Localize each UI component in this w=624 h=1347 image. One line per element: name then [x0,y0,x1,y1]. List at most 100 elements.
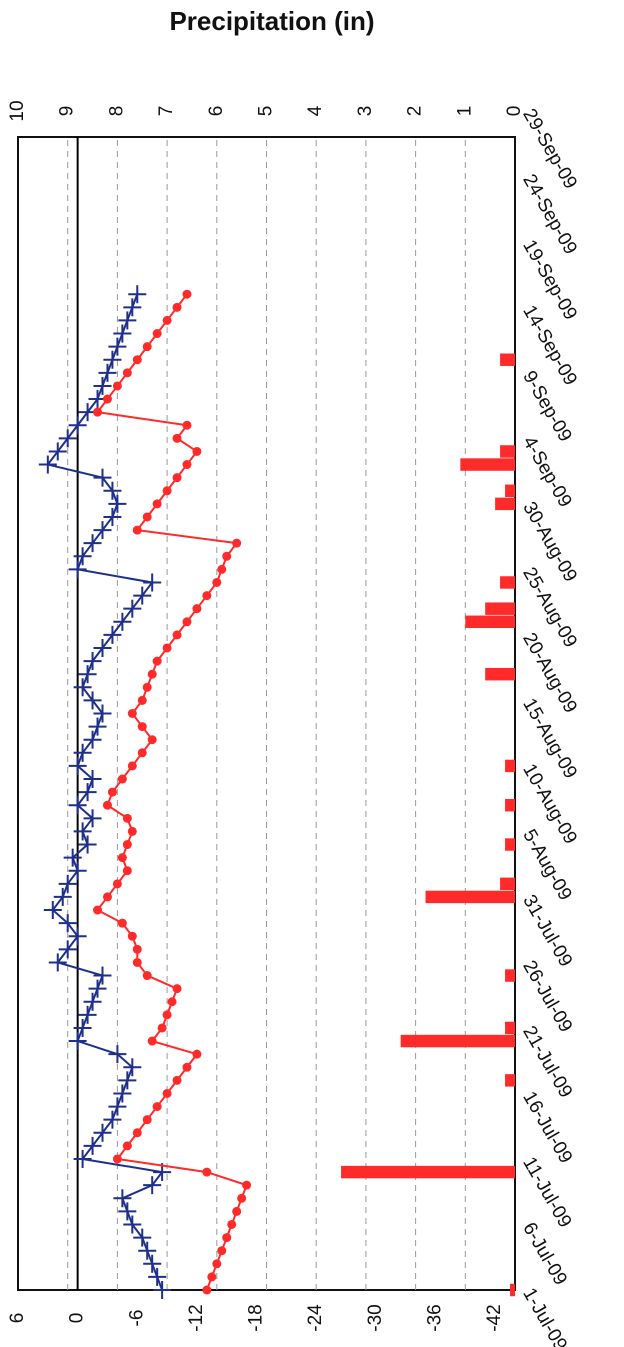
red-dot-marker [172,433,182,443]
red-dot-marker [147,669,157,679]
red-dot-marker [152,1102,162,1112]
red-dot-marker [172,630,182,640]
red-dot-marker [207,1272,217,1282]
red-dot-marker [182,1062,192,1072]
red-dot-marker [127,761,137,771]
x-date-label: 4-Sep-09 [518,433,575,511]
red-dot-marker [117,774,127,784]
red-dot-marker [132,355,142,365]
red-dot-marker [142,342,152,352]
rotated-chart-group [17,136,516,1299]
red-dot-marker [237,1193,247,1203]
y1-tick-label: 6 [7,1313,28,1324]
red-dot-marker [182,460,192,470]
red-dot-marker [152,329,162,339]
red-dot-marker [102,892,112,902]
precip-bar [495,497,515,511]
precip-bar [505,798,515,812]
x-date-label: 11-Jul-09 [518,1153,575,1231]
precip-bar [505,969,515,982]
red-dot-marker [122,840,132,850]
red-dot-marker [192,446,202,456]
red-dot-marker [107,787,117,797]
y1-tick-label: -18 [246,1304,267,1331]
red-dot-marker [157,1023,167,1033]
y1-tick-label: -42 [484,1304,505,1331]
red-dot-marker [182,420,192,430]
y1-tick-label: -24 [305,1304,326,1332]
y2-tick-label: 1 [454,106,475,117]
red-dot-marker [162,315,172,325]
red-dot-marker [242,1180,252,1190]
red-dot-marker [162,643,172,653]
y1-tick-label: -30 [365,1304,386,1331]
y2-tick-label: 0 [504,106,525,117]
red-dot-marker [222,1233,232,1243]
y2-tick-label: 5 [256,106,277,117]
precip-bar [425,890,516,904]
red-dot-marker [147,1036,157,1046]
red-dot-marker [172,473,182,483]
red-dot-marker [152,656,162,666]
precip-bar [465,615,515,629]
red-dot-marker [117,918,127,928]
x-date-label: 21-Jul-09 [518,1022,576,1101]
red-dot-marker [162,1010,172,1020]
precip-bar [505,484,515,497]
precip-bar [500,445,515,458]
y2-axis-title: Precipitation (in) [169,6,374,36]
red-dot-marker [172,984,182,994]
red-dot-marker [132,1128,142,1138]
red-dot-marker [122,1141,132,1151]
precip-bar [485,602,515,615]
red-dot-marker [132,944,142,954]
red-dot-marker [122,813,132,823]
red-dot-marker [232,538,242,548]
red-dot-marker [182,289,192,299]
red-dot-marker [212,577,222,587]
red-dot-marker [182,617,192,627]
precip-bar [500,353,515,366]
precip-bar [505,759,515,773]
precip-bar [510,1283,515,1297]
red-dot-marker [122,368,132,378]
red-dot-marker [222,551,232,561]
x-date-label: 1-Jul-09 [518,1285,571,1347]
red-dot-marker [102,394,112,404]
red-dot-marker [142,971,152,981]
y2-tick-label: 2 [405,106,426,117]
y2-tick-label: 10 [7,100,28,121]
red-dot-marker [127,826,137,836]
red-dot-marker [152,499,162,509]
red-dot-marker [217,564,227,574]
y2-tick-label: 4 [305,105,326,116]
red-dot-marker [167,997,177,1007]
red-dot-marker [162,486,172,496]
red-dot-marker [127,709,137,718]
red-dot-marker [137,722,147,732]
red-dot-marker [132,525,142,535]
y1-tick-label: 0 [67,1313,88,1324]
precip-bar [505,838,515,851]
red-dot-marker [172,1075,182,1085]
red-dot-marker [137,748,147,758]
red-dot-marker [122,866,132,876]
red-dot-marker [112,879,122,889]
red-dot-marker [117,853,127,863]
red-dot-marker [112,1154,122,1164]
red-dot-marker [112,381,122,391]
precip-bar [505,1021,515,1035]
red-dot-marker [202,1285,212,1295]
red-dot-marker [232,1206,242,1216]
red-dot-marker [212,1259,222,1269]
x-date-label: 6-Jul-09 [518,1219,571,1289]
y1-tick-label: -36 [424,1304,445,1331]
red-dot-marker [93,905,103,915]
red-dot-marker [202,1167,212,1177]
y2-tick-label: 7 [156,106,177,117]
x-date-label: 16-Jul-09 [518,1088,576,1167]
red-dot-marker [192,604,202,614]
red-dot-marker [127,931,137,941]
